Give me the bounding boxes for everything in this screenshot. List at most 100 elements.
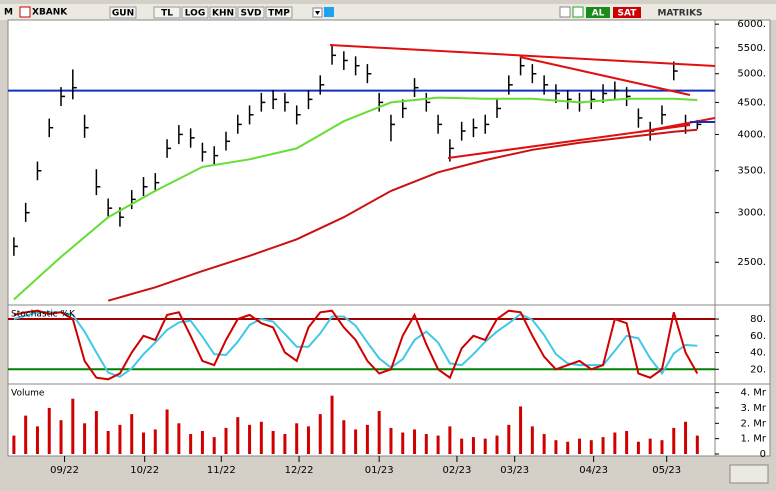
volume-bar	[342, 420, 346, 454]
volume-bar	[365, 424, 369, 454]
volume-bar	[259, 421, 263, 454]
series-line	[107, 128, 698, 302]
volume-bar	[401, 432, 405, 454]
volume-bar	[212, 437, 216, 454]
y-tick-label: 40.	[750, 348, 766, 359]
volume-bar	[495, 435, 499, 454]
volume-bar	[625, 430, 629, 454]
y-tick-label: 5000.	[737, 69, 766, 80]
dropdown-arrow	[315, 11, 320, 15]
volume-bar	[12, 435, 16, 454]
toolbar-button[interactable]	[237, 6, 265, 19]
volume-bar	[271, 430, 275, 454]
volume-bar	[519, 406, 523, 454]
volume-bar	[189, 434, 193, 454]
volume-bar	[318, 414, 322, 454]
y-tick-label: 4500.	[737, 97, 766, 108]
x-tick-label: 02/23	[443, 465, 472, 476]
y-tick-label: 4. Mr	[741, 388, 767, 399]
y-tick-label: 1. Mr	[741, 434, 767, 445]
volume-bar	[448, 426, 452, 454]
toolbar-button-label: GUN	[112, 9, 134, 19]
buy-label: AL	[592, 9, 605, 19]
sell-button[interactable]	[613, 7, 641, 18]
volume-bar	[577, 438, 581, 454]
toolbar-button[interactable]	[109, 6, 137, 19]
volume-bar	[153, 429, 157, 454]
x-tick-label: 01/23	[365, 465, 394, 476]
y-tick-label: 4000.	[737, 129, 766, 140]
toolbar-button[interactable]	[209, 6, 237, 19]
volume-bar	[483, 438, 487, 454]
y-tick-label: 3500.	[737, 166, 766, 177]
panel-title: Stochastic %K	[11, 310, 76, 320]
volume-bar	[424, 434, 428, 454]
panel-title: Volume	[11, 389, 45, 399]
volume-bar	[24, 415, 28, 454]
toolbar-button[interactable]	[153, 6, 181, 19]
volume-bar	[436, 435, 440, 454]
volume-bar	[672, 427, 676, 454]
volume-bar	[224, 427, 228, 454]
icon[interactable]	[572, 6, 584, 18]
volume-bar	[106, 430, 110, 454]
y-tick-label: 6000.	[737, 19, 766, 30]
twitter-icon[interactable]	[324, 7, 334, 17]
volume-bar	[130, 414, 134, 454]
toolbar-button-label: TL	[161, 9, 173, 19]
volume-bar	[35, 426, 39, 454]
x-tick-label: 09/22	[50, 465, 79, 476]
volume-bar	[684, 421, 688, 454]
buy-button[interactable]	[586, 7, 610, 18]
corner-button[interactable]	[729, 464, 769, 484]
symbol[interactable]: XBANK	[32, 8, 68, 18]
volume-bar	[460, 438, 464, 454]
volume-bar	[200, 430, 204, 454]
volume-bar	[601, 437, 605, 454]
volume-bar	[142, 432, 146, 454]
volume-bar	[507, 424, 511, 454]
trendline	[639, 117, 716, 133]
toolbar-button-label: LOG	[185, 9, 205, 19]
x-tick-label: 10/22	[130, 465, 159, 476]
volume-bar	[354, 429, 358, 454]
volume-bar	[471, 437, 475, 454]
volume-bar	[330, 395, 334, 454]
brand: MATRIKS	[657, 9, 702, 19]
sell-label: SAT	[618, 9, 638, 19]
volume-bar	[94, 411, 98, 454]
symbol-prefix: M	[4, 8, 13, 18]
y-tick-label: 80.	[750, 314, 766, 325]
icon[interactable]	[559, 6, 571, 18]
y-tick-label: 2. Mr	[741, 418, 767, 429]
x-tick-label: 04/23	[579, 465, 608, 476]
volume-bar	[47, 407, 51, 454]
volume-bar	[283, 434, 287, 454]
volume-bar	[118, 424, 122, 454]
toolbar-button[interactable]	[181, 6, 209, 19]
toolbar-button[interactable]	[265, 6, 293, 19]
volume-bar	[695, 435, 699, 454]
volume-bar	[236, 417, 240, 454]
x-tick-label: 12/22	[285, 465, 314, 476]
trendline	[329, 44, 716, 67]
y-tick-label: 20.	[750, 364, 766, 375]
volume-bar	[648, 438, 652, 454]
y-tick-label: 2500.	[737, 257, 766, 268]
volume-bar	[248, 424, 252, 454]
volume-bar	[71, 398, 75, 454]
trendline	[519, 56, 691, 96]
volume-bar	[295, 423, 299, 454]
volume-bar	[613, 432, 617, 454]
y-tick-label: 0	[760, 449, 766, 460]
x-tick-label: 03/23	[500, 465, 529, 476]
series-line	[13, 309, 699, 381]
volume-bar	[306, 426, 310, 454]
plot-bg	[7, 19, 771, 457]
y-tick-label: 5500.	[737, 43, 766, 54]
toolbar-button-label: TMP	[268, 9, 290, 19]
volume-bar	[83, 423, 87, 454]
y-tick-label: 3. Mr	[741, 403, 767, 414]
volume-bar	[377, 411, 381, 454]
